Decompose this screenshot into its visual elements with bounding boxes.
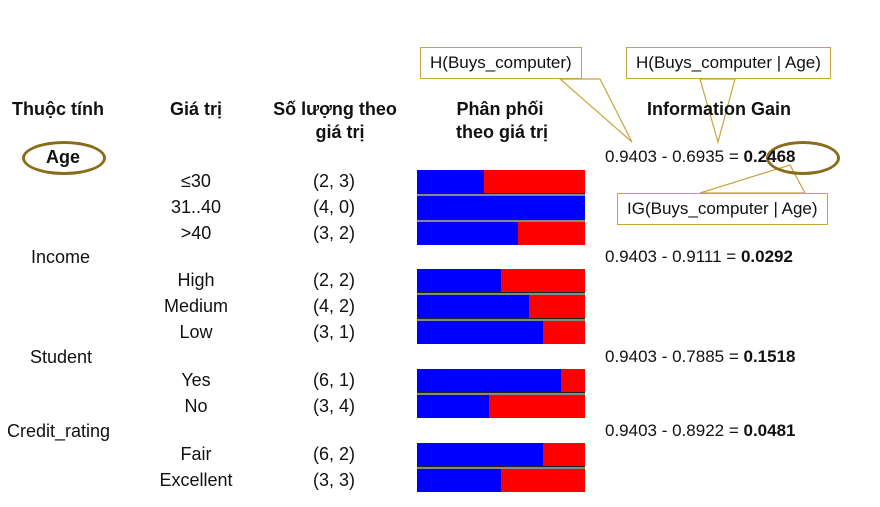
value-count: (4, 0)	[312, 197, 356, 217]
distribution-bar	[417, 469, 585, 492]
ig-formula-text: 0.9403 - 0.9111 =	[605, 247, 737, 266]
ig-result: 0.2468	[743, 147, 796, 166]
distribution-bar	[417, 222, 585, 245]
bar-yes-segment	[417, 443, 543, 466]
bar-yes-segment	[417, 321, 543, 344]
ig-result: 0.1518	[743, 347, 796, 366]
value-count: (4, 2)	[312, 296, 356, 316]
value-label: ≤30	[181, 171, 211, 191]
header-count-2: giá trị	[315, 122, 365, 142]
value-count: (3, 2)	[312, 223, 356, 243]
value-count: (2, 3)	[312, 171, 356, 191]
header-dist-2: theo giá trị	[455, 122, 549, 142]
bar-no-segment	[529, 295, 585, 318]
distribution-bar	[417, 170, 585, 193]
bar-separator	[417, 292, 585, 296]
bar-separator	[417, 193, 585, 197]
distribution-bar	[417, 269, 585, 292]
value-count: (2, 2)	[312, 270, 356, 290]
value-label: High	[177, 270, 215, 290]
value-label: No	[184, 396, 208, 416]
bar-yes-segment	[417, 369, 561, 392]
ig-formula: 0.9403 - 0.6935 = 0.2468	[605, 147, 796, 167]
attribute-label: Credit_rating	[7, 421, 111, 441]
header-attribute: Thuộc tính	[12, 99, 104, 119]
ig-formula: 0.9403 - 0.9111 = 0.0292	[605, 247, 793, 267]
value-count: (6, 2)	[312, 444, 356, 464]
bar-yes-segment	[417, 222, 518, 245]
bar-no-segment	[501, 469, 585, 492]
header-value: Giá trị	[169, 99, 223, 119]
value-count: (3, 1)	[312, 322, 356, 342]
ig-result: 0.0292	[740, 247, 793, 266]
bar-yes-segment	[417, 469, 501, 492]
distribution-bar	[417, 369, 585, 392]
header-dist-1: Phân phối	[456, 99, 544, 119]
bar-separator	[417, 219, 585, 223]
callout-pointer-h-cond	[699, 78, 736, 145]
ig-formula: 0.9403 - 0.7885 = 0.1518	[605, 347, 796, 367]
header-information-gain: Information Gain	[647, 99, 791, 119]
bar-yes-segment	[417, 170, 485, 193]
callout-pointer-h-total	[558, 78, 633, 143]
distribution-bar	[417, 395, 585, 418]
bar-no-segment	[560, 369, 585, 392]
ig-formula-text: 0.9403 - 0.7885 =	[605, 347, 739, 366]
distribution-bar	[417, 196, 585, 219]
distribution-bar	[417, 443, 585, 466]
bar-no-segment	[489, 395, 585, 418]
callout-h-conditional: H(Buys_computer | Age)	[626, 47, 831, 79]
ig-result: 0.0481	[743, 421, 796, 440]
distribution-bar	[417, 295, 585, 318]
value-count: (3, 3)	[312, 470, 356, 490]
ig-result-highlight-ellipse	[766, 141, 840, 175]
header-count-1: Số lượng theo	[273, 99, 397, 119]
ig-formula-text: 0.9403 - 0.8922 =	[605, 421, 739, 440]
distribution-bar	[417, 321, 585, 344]
attribute-label: Student	[30, 347, 93, 367]
attribute-label: Income	[31, 247, 91, 267]
value-label: Low	[179, 322, 213, 342]
value-label: Medium	[163, 296, 229, 316]
bar-no-segment	[543, 443, 585, 466]
bar-yes-segment	[417, 295, 530, 318]
bar-no-segment	[543, 321, 585, 344]
attribute-label: Age	[45, 147, 81, 167]
value-label: Fair	[180, 444, 212, 464]
callout-ig: IG(Buys_computer | Age)	[617, 193, 828, 225]
callout-h-total: H(Buys_computer)	[420, 47, 582, 79]
value-label: 31..40	[170, 197, 222, 217]
ig-formula: 0.9403 - 0.8922 = 0.0481	[605, 421, 796, 441]
bar-separator	[417, 392, 585, 396]
value-label: Yes	[181, 370, 211, 390]
value-label: >40	[180, 223, 212, 243]
bar-separator	[417, 318, 585, 322]
bar-yes-segment	[417, 395, 490, 418]
age-highlight-ellipse	[22, 141, 106, 175]
value-count: (3, 4)	[312, 396, 356, 416]
bar-yes-segment	[417, 196, 585, 219]
bar-no-segment	[501, 269, 585, 292]
bar-no-segment	[484, 170, 585, 193]
value-label: Excellent	[159, 470, 233, 490]
bar-no-segment	[517, 222, 585, 245]
bar-yes-segment	[417, 269, 501, 292]
value-count: (6, 1)	[312, 370, 356, 390]
bar-separator	[417, 466, 585, 470]
ig-formula-text: 0.9403 - 0.6935 =	[605, 147, 739, 166]
